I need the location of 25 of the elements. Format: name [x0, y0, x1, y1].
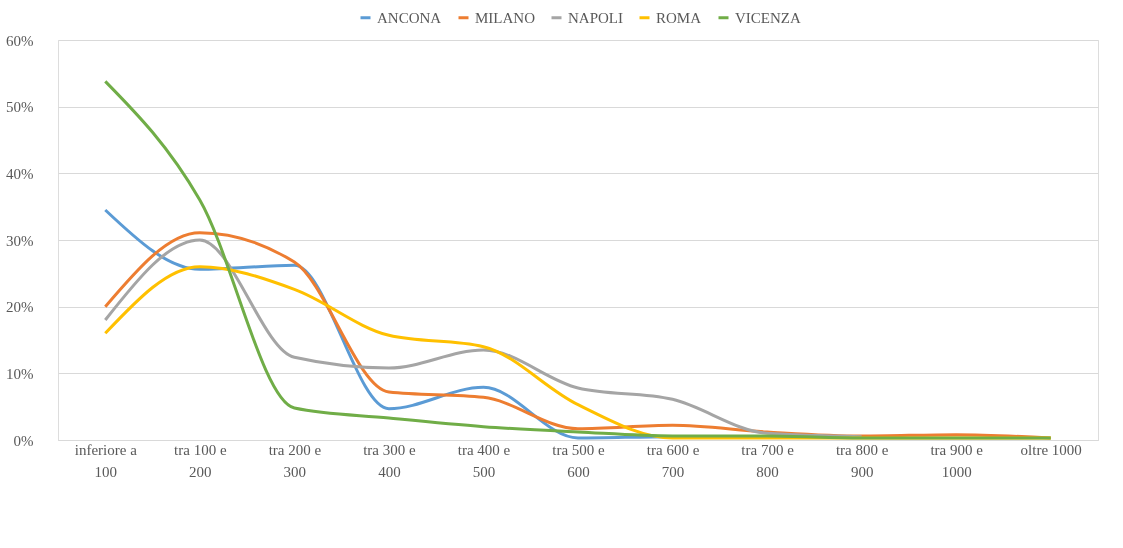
legend-label: MILANO	[475, 9, 536, 26]
x-tick-label: tra 100 e 200	[174, 441, 227, 480]
y-tick-label: 60%	[6, 32, 34, 49]
y-tick-label: 50%	[6, 99, 34, 116]
y-tick-label: 40%	[6, 165, 34, 182]
legend-label: ANCONA	[377, 9, 442, 26]
x-tick-label: tra 500 e 600	[552, 441, 606, 480]
x-tick-label: tra 400 e 500	[457, 441, 511, 480]
y-tick-label: 10%	[6, 365, 34, 382]
legend-label: NAPOLI	[568, 9, 623, 26]
y-tick-label: 0%	[13, 432, 34, 449]
legend-label: ROMA	[656, 9, 702, 26]
x-tick-label: oltre 1000	[1020, 441, 1082, 458]
line-series	[103, 79, 1053, 440]
x-tick-label: tra 800 e 900	[835, 441, 889, 480]
y-tick-label: 20%	[6, 299, 34, 316]
x-tick-label: inferiore a 100	[74, 441, 138, 480]
y-tick-label: 30%	[6, 232, 34, 249]
x-tick-label: tra 300 e 400	[363, 441, 416, 480]
x-tick-label: tra 200 e 300	[268, 441, 322, 480]
x-tick-label: tra 700 e 800	[741, 441, 795, 480]
x-tick-label: tra 600 e 700	[646, 441, 700, 480]
legend-label: VICENZA	[735, 9, 801, 26]
line-series	[103, 238, 864, 439]
x-tick-label: tra 900 e 1000	[930, 441, 984, 480]
